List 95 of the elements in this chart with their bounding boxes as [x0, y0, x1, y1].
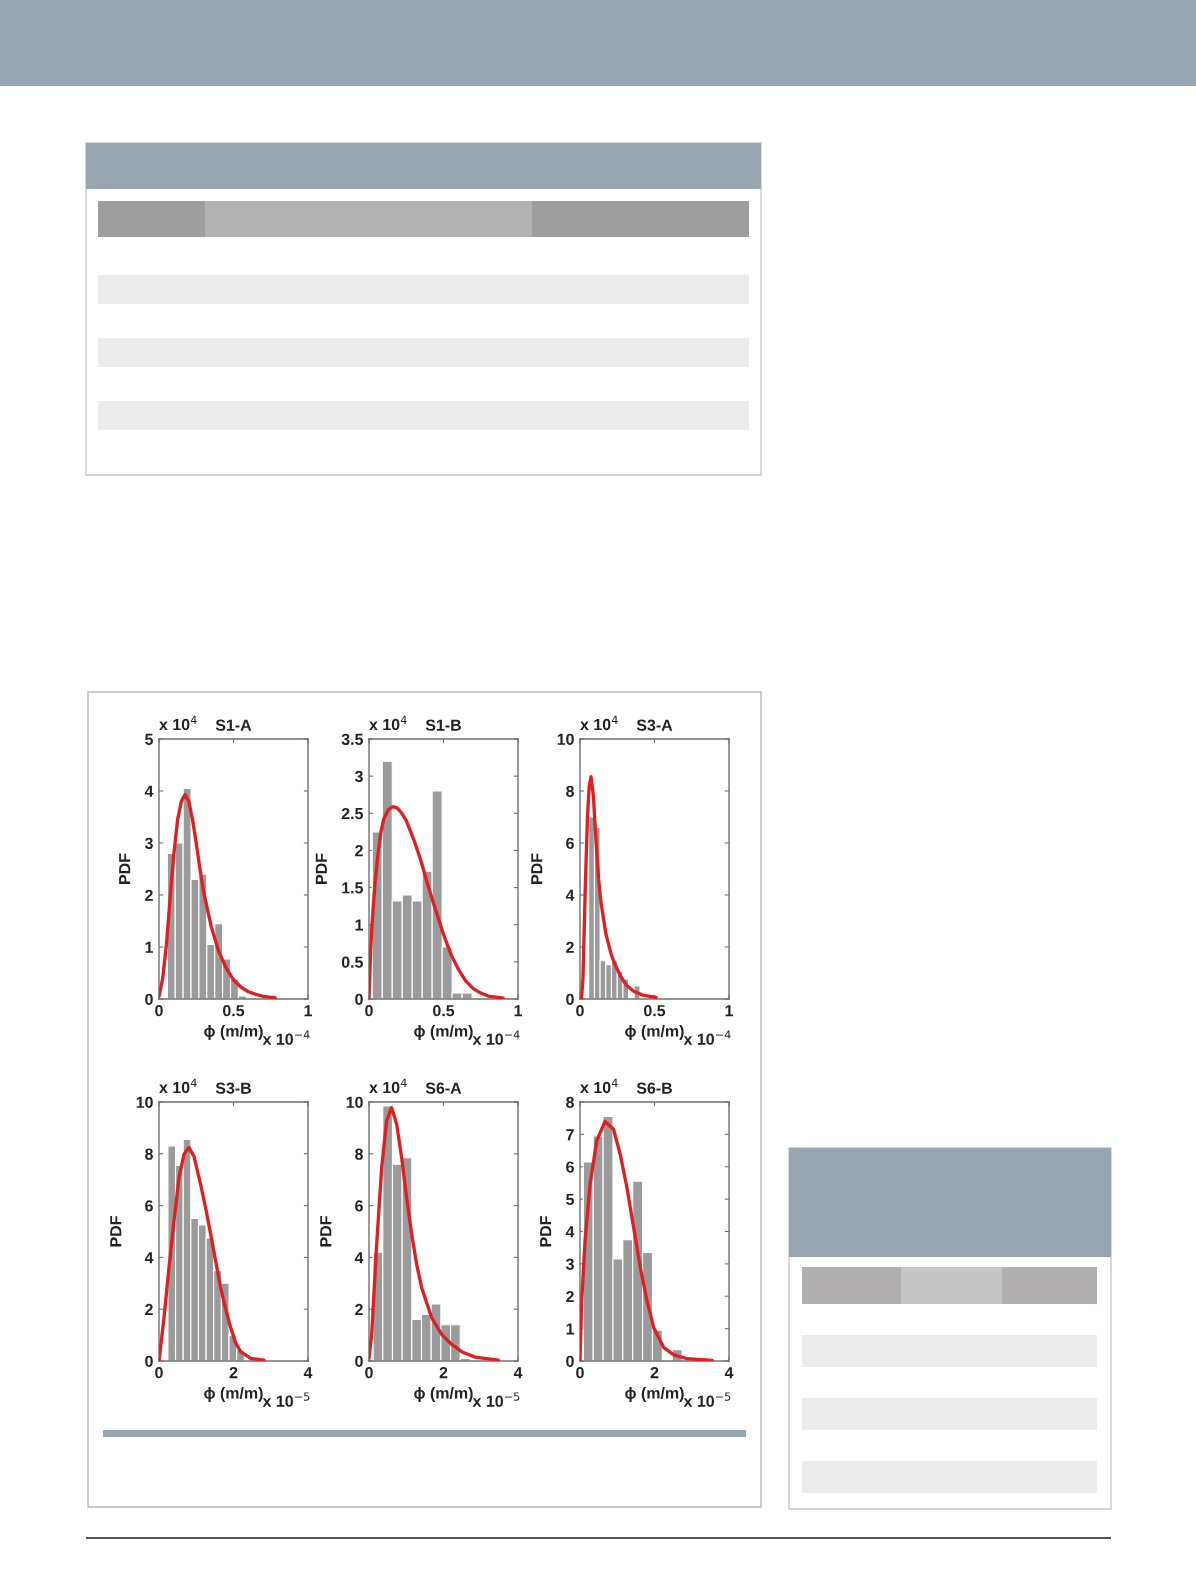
- chart-title: S1-A: [215, 719, 252, 731]
- y-tick-label: 3: [565, 1258, 574, 1270]
- x-tick-label: 4: [724, 1367, 734, 1379]
- y-tick-label: 0: [566, 1355, 574, 1367]
- x-tick-label: 2: [650, 1366, 659, 1379]
- y-tick-label: 6: [566, 837, 574, 849]
- y-axis-title: PDF: [531, 853, 543, 884]
- y-tick-label: 4: [354, 1252, 364, 1264]
- x-tick-label: 2: [229, 1366, 238, 1379]
- y-tick-label: 4: [144, 1252, 154, 1264]
- text: x 10$^{−5}$: [472, 1392, 520, 1407]
- y-tick-label: 4: [144, 785, 154, 797]
- x-tick-label: 1: [514, 1005, 522, 1017]
- text: x 10$^{4}$: [580, 715, 618, 731]
- y-tick-label: 3: [354, 770, 363, 783]
- x-tick-label: 4: [513, 1367, 523, 1379]
- chart-title: S6-A: [425, 1082, 462, 1094]
- y-tick-label: 10: [136, 1096, 153, 1108]
- x-axis-title: ϕ (m/m): [204, 1025, 263, 1040]
- line-series: [369, 804, 505, 999]
- text: x 10$^{−5}$: [262, 1392, 310, 1407]
- text: x 10$^{4}$: [369, 715, 407, 731]
- chart-title: S1-B: [425, 719, 461, 731]
- y-tick-label: 8: [145, 1148, 153, 1160]
- text: x 10$^{4}$: [159, 715, 197, 731]
- x-tick-label: 0: [576, 1366, 584, 1379]
- y-tick-label: 0: [355, 1355, 363, 1367]
- y-tick-label: 2: [145, 889, 153, 901]
- y-tick-label: 0: [566, 993, 574, 1005]
- y-tick-label: 2: [566, 941, 574, 953]
- x-tick-label: 0.5: [433, 1004, 455, 1017]
- x-axis-title: ϕ (m/m): [414, 1025, 473, 1040]
- x-tick-label: 0: [155, 1004, 163, 1017]
- x-tick-label: 0: [365, 1004, 373, 1017]
- text: x 10$^{−4}$: [683, 1030, 731, 1045]
- y-axis-title: PDF: [119, 853, 131, 884]
- y-tick-label: 1: [566, 1323, 574, 1335]
- text: x 10$^{−5}$: [683, 1392, 731, 1407]
- y-tick-label: 1.5: [342, 882, 363, 894]
- y-axis-title: PDF: [540, 1216, 552, 1247]
- y-tick-label: 3.5: [341, 733, 363, 745]
- y-tick-label: 6: [355, 1200, 363, 1212]
- x-axis-title: ϕ (m/m): [414, 1387, 473, 1402]
- y-tick-label: 1: [145, 941, 153, 953]
- line-series: [159, 1145, 266, 1361]
- y-tick-label: 10: [557, 733, 574, 745]
- x-tick-label: 1: [725, 1005, 733, 1017]
- y-tick-label: 2.5: [341, 807, 363, 820]
- y-tick-label: 2: [355, 1303, 363, 1315]
- line-series: [369, 1106, 500, 1361]
- y-tick-label: 0: [145, 1355, 153, 1367]
- y-tick-label: 1: [355, 919, 363, 931]
- x-tick-label: 1: [304, 1005, 312, 1017]
- y-tick-label: 0.5: [341, 956, 363, 968]
- y-tick-label: 6: [566, 1161, 574, 1173]
- y-axis-title: PDF: [110, 1216, 122, 1247]
- y-tick-label: 4: [565, 1226, 575, 1238]
- x-tick-label: 2: [439, 1366, 448, 1379]
- x-tick-label: 0: [576, 1004, 584, 1017]
- chart-title: S3-A: [636, 719, 673, 731]
- x-tick-label: 0.5: [644, 1004, 666, 1017]
- x-axis-title: ϕ (m/m): [625, 1025, 684, 1040]
- line-series: [159, 792, 277, 999]
- y-tick-label: 10: [346, 1096, 363, 1108]
- x-axis-title: ϕ (m/m): [625, 1387, 684, 1402]
- y-tick-label: 5: [145, 733, 153, 745]
- text: x 10$^{4}$: [369, 1078, 407, 1094]
- y-tick-label: 8: [566, 1096, 574, 1108]
- line-series: [580, 775, 658, 999]
- y-tick-label: 8: [355, 1148, 363, 1160]
- y-tick-label: 4: [565, 889, 575, 901]
- x-axis-title: ϕ (m/m): [204, 1387, 263, 1402]
- x-tick-label: 0: [155, 1366, 163, 1379]
- text: x 10$^{−4}$: [262, 1030, 310, 1045]
- y-tick-label: 2: [145, 1303, 153, 1315]
- y-tick-label: 8: [566, 785, 574, 797]
- chart-title: S3-B: [215, 1082, 251, 1094]
- y-tick-label: 7: [566, 1129, 574, 1141]
- y-axis-title: PDF: [320, 1216, 332, 1247]
- chart-title: S6-B: [636, 1082, 672, 1094]
- y-tick-label: 6: [145, 1200, 153, 1212]
- line-series: [580, 1119, 714, 1361]
- y-tick-label: 5: [566, 1193, 574, 1206]
- x-tick-label: 0: [365, 1366, 373, 1379]
- text: x 10$^{4}$: [159, 1078, 197, 1094]
- text: x 10$^{4}$: [580, 1078, 618, 1094]
- y-tick-label: 2: [566, 1290, 574, 1303]
- x-tick-label: 4: [303, 1367, 313, 1379]
- x-tick-label: 0.5: [223, 1004, 245, 1017]
- text: x 10$^{−4}$: [472, 1030, 520, 1045]
- y-tick-label: 2: [355, 845, 363, 857]
- y-axis-title: PDF: [315, 853, 327, 884]
- y-tick-label: 0: [355, 993, 363, 1005]
- y-tick-label: 0: [145, 993, 153, 1005]
- y-tick-label: 3: [144, 837, 153, 849]
